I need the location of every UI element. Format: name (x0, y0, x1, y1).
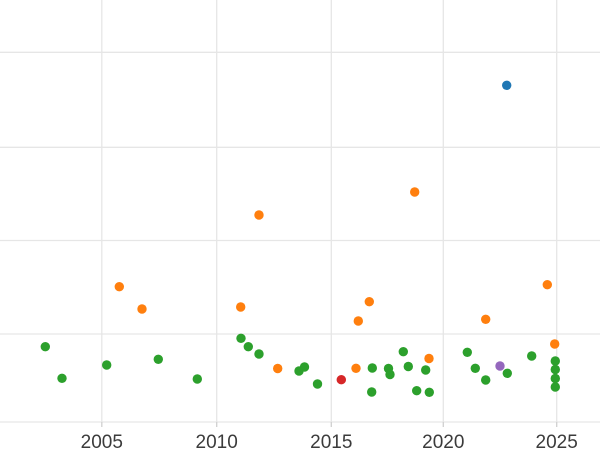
green-series-point (550, 373, 560, 384)
green-series-point (299, 362, 310, 372)
orange-series-point (481, 314, 491, 324)
green-series-point (424, 387, 434, 397)
orange-series-point (351, 363, 361, 373)
green-series-point (421, 365, 431, 375)
x-tick-label: 2015 (310, 432, 352, 450)
orange-series-point (273, 363, 283, 374)
orange-series-point (542, 280, 552, 290)
orange-series-point (550, 339, 560, 349)
orange-series-point (364, 297, 374, 307)
orange-series-point (410, 187, 420, 197)
green-series-point (550, 382, 560, 392)
orange-series-point (137, 304, 147, 314)
orange-series-point (236, 302, 246, 312)
green-series-point (502, 368, 512, 378)
green-series-point (312, 379, 323, 389)
green-series-point (254, 349, 264, 359)
green-series-point (470, 363, 480, 373)
green-series-point (550, 364, 560, 375)
green-series-point (236, 333, 246, 343)
orange-series-point (353, 316, 363, 326)
x-tick-label: 2005 (81, 432, 123, 450)
green-series-point (403, 361, 413, 372)
red-series-point (336, 375, 346, 385)
green-series-point (462, 347, 472, 357)
green-series-point (550, 356, 560, 366)
green-series-point (243, 342, 253, 352)
x-tick-label: 2010 (196, 432, 238, 450)
orange-series-point (254, 210, 264, 220)
green-series-point (481, 375, 491, 385)
orange-series-point (424, 353, 434, 364)
green-series-point (398, 347, 408, 357)
green-series-point (153, 354, 163, 364)
green-series-point (40, 342, 50, 352)
blue-series-point (502, 80, 512, 91)
orange-series-point (114, 282, 125, 292)
green-series-point (385, 369, 395, 380)
green-series-point (412, 386, 422, 396)
green-series-point (367, 363, 377, 373)
green-series-point (57, 373, 67, 383)
x-tick-label: 2025 (536, 432, 578, 450)
green-series-point (192, 374, 202, 384)
x-tick-label: 2020 (422, 432, 464, 450)
green-series-point (367, 387, 377, 397)
green-series-point (102, 360, 112, 370)
green-series-point (527, 351, 537, 361)
purple-series-point (495, 361, 505, 371)
